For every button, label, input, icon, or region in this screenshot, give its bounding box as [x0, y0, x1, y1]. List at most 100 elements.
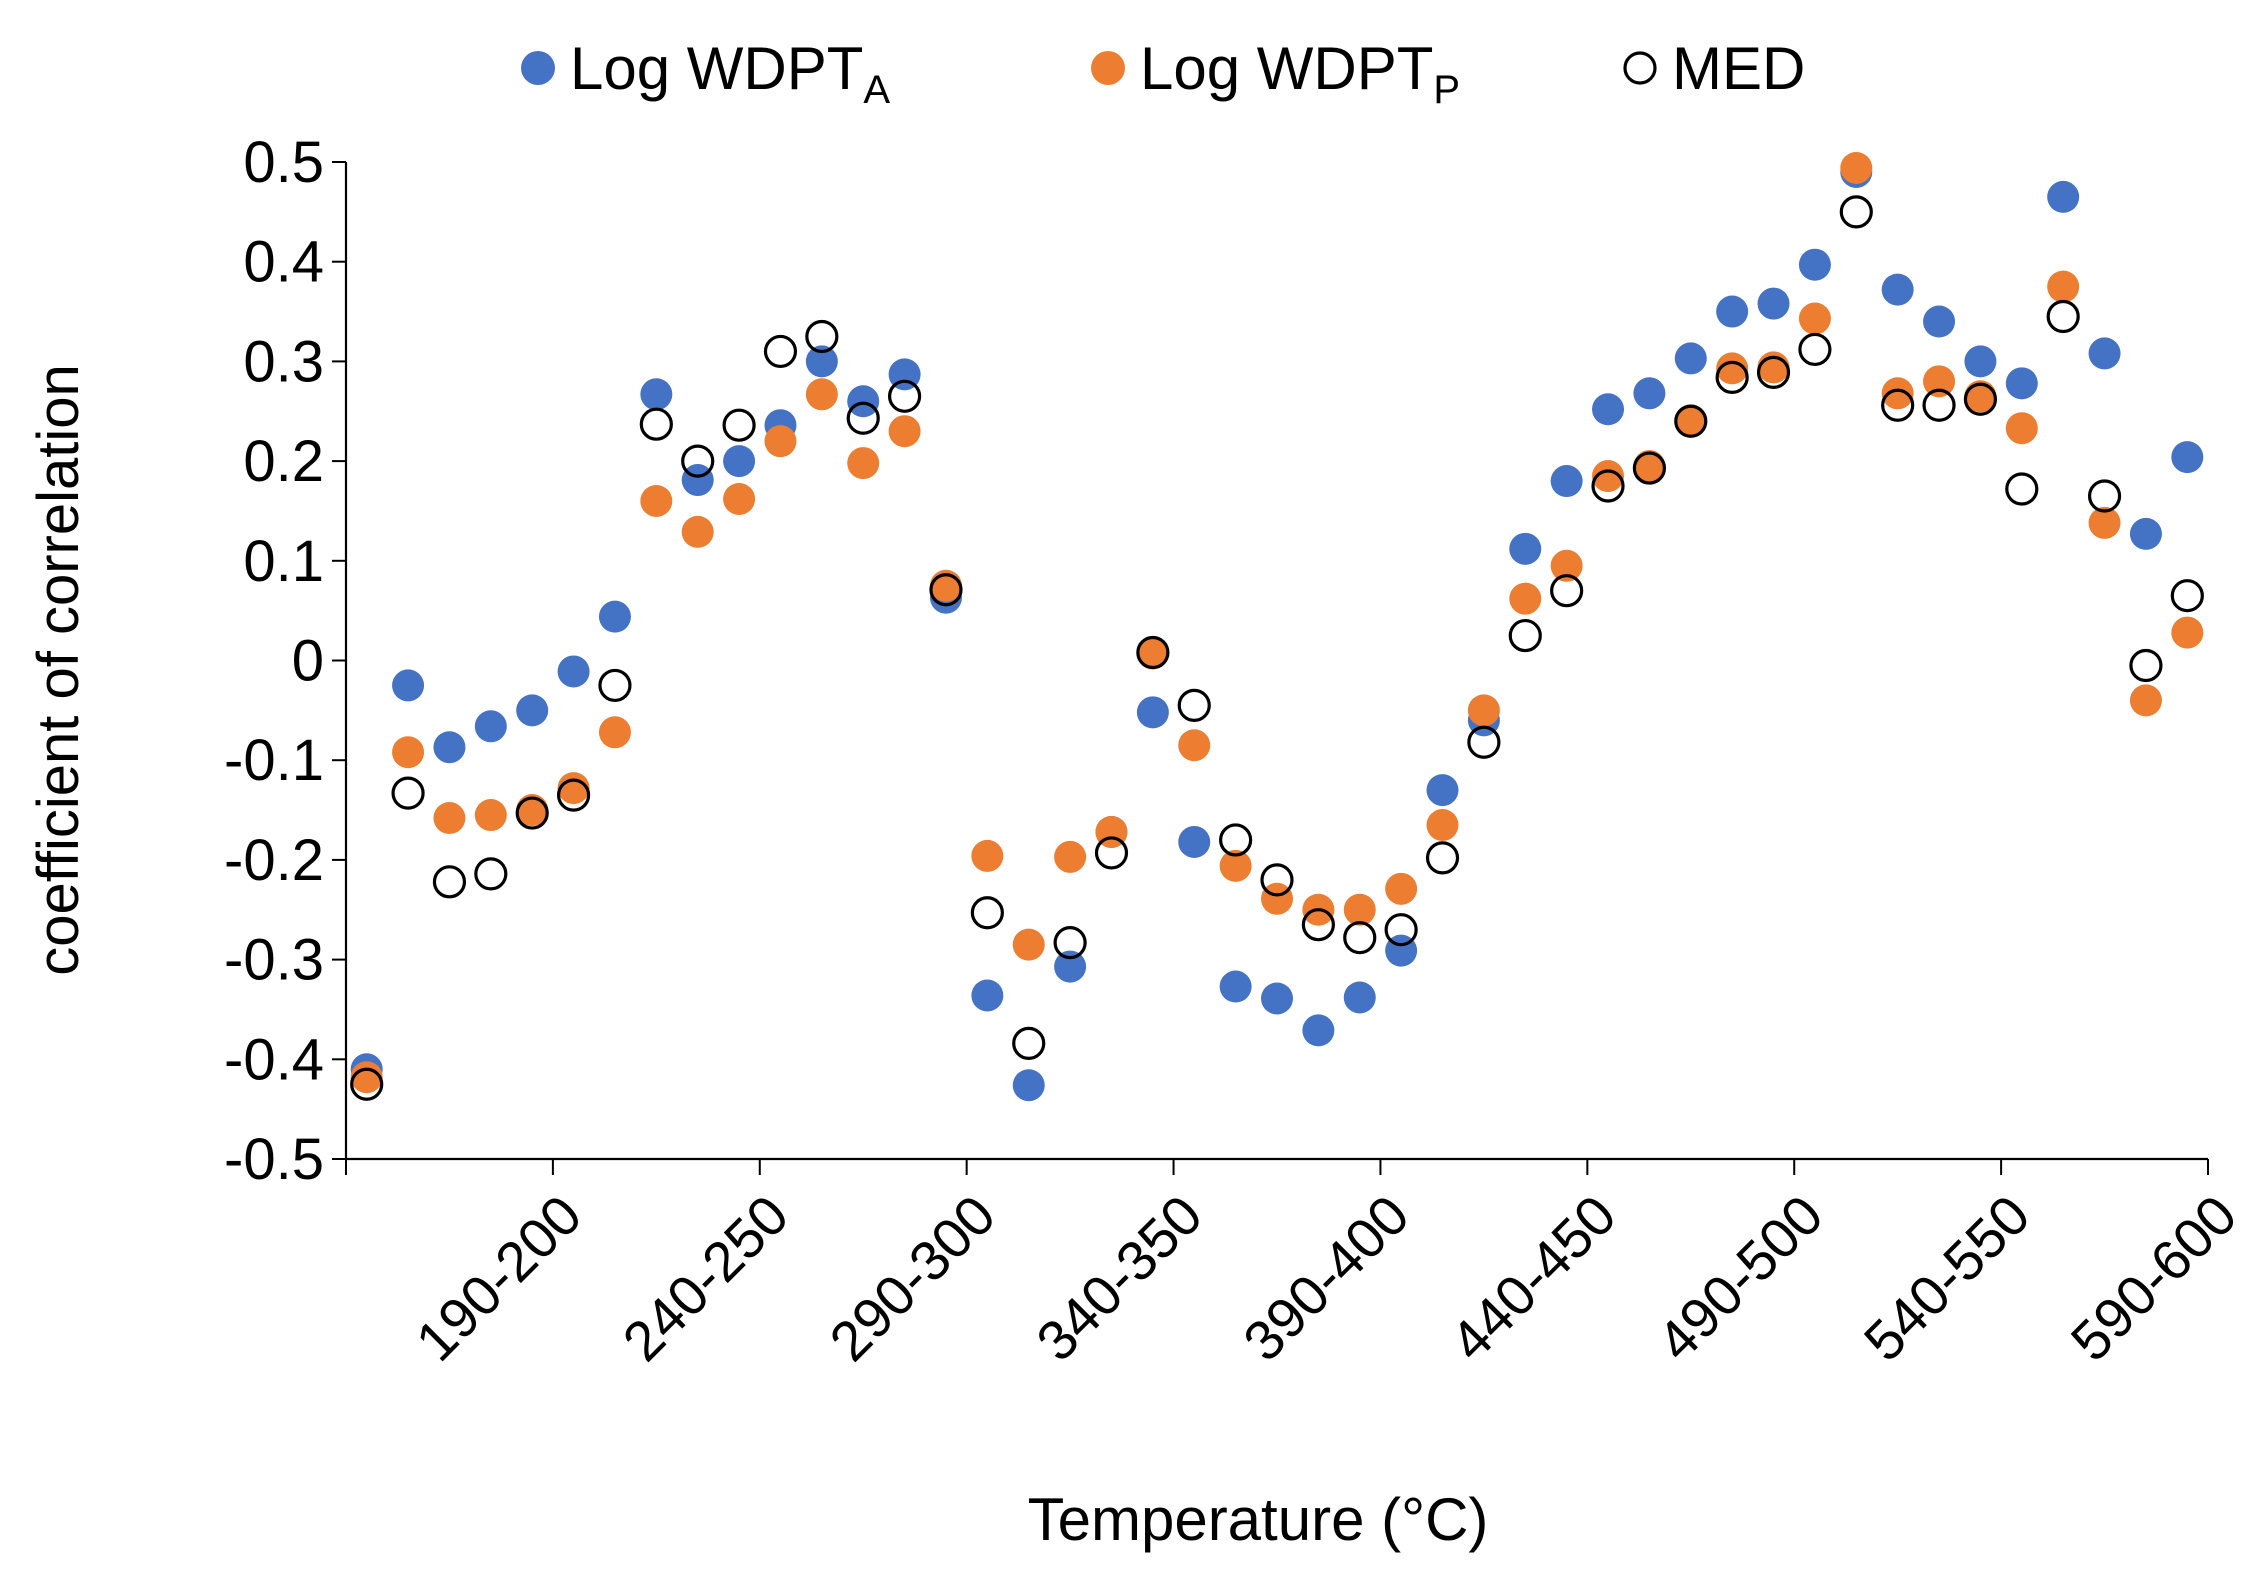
x-tick-label: 240-250 — [610, 1183, 800, 1373]
data-point — [1550, 574, 1584, 608]
data-point — [847, 447, 880, 480]
data-point — [433, 731, 466, 764]
data-point — [2047, 270, 2080, 303]
data-point — [2170, 579, 2204, 613]
x-tick-labels: 190-200 240-250 290-300 340-350 390-400 440-4… — [345, 1159, 2249, 1373]
data-point — [392, 669, 425, 702]
y-tick-label: 0.2 — [243, 429, 324, 494]
data-point — [1136, 696, 1169, 729]
data-point — [763, 334, 798, 369]
x-tick-label: 340-350 — [1024, 1183, 1214, 1373]
data-point — [1054, 840, 1087, 873]
data-point — [640, 378, 673, 411]
data-point — [1343, 921, 1377, 955]
data-point — [1219, 970, 1252, 1003]
data-point — [2088, 337, 2121, 370]
x-tick-label: 190-200 — [404, 1183, 594, 1373]
data-point — [888, 415, 921, 448]
y-axis-label: coefficient of correlation — [26, 364, 91, 976]
data-point — [1715, 360, 1749, 394]
data-point — [1385, 872, 1418, 905]
x-tick-label: 440-450 — [1438, 1183, 1628, 1373]
data-point — [1633, 450, 1666, 483]
data-point — [350, 1061, 383, 1094]
data-point — [846, 401, 880, 435]
x-tick-label: 290-300 — [817, 1183, 1007, 1373]
data-point — [1592, 460, 1625, 493]
data-point — [598, 716, 631, 749]
data-point — [1012, 1069, 1045, 1102]
data-point — [2046, 299, 2080, 334]
data-point — [2047, 180, 2080, 213]
data-point — [1178, 825, 1211, 858]
legend-marker — [521, 51, 555, 85]
data-point — [1674, 342, 1707, 375]
legend-label: MED — [1672, 35, 1805, 102]
data-point — [1674, 404, 1708, 438]
legend-marker — [1091, 51, 1125, 85]
data-point — [805, 345, 838, 378]
legend: Log WDPTA Log WDPTP MED — [521, 35, 1805, 112]
data-point — [1509, 532, 1542, 565]
data-point — [1219, 849, 1252, 882]
data-series — [350, 151, 2204, 1102]
data-point — [970, 896, 1004, 930]
data-point — [1467, 694, 1500, 727]
x-tick-label: 390-400 — [1231, 1183, 1421, 1373]
data-point — [1301, 908, 1335, 942]
x-tick-label: 540-550 — [1852, 1183, 2042, 1373]
data-point — [2129, 648, 2163, 683]
data-point — [2087, 479, 2122, 513]
data-point — [1384, 913, 1418, 947]
legend-marker — [1623, 51, 1657, 85]
data-point — [1467, 725, 1501, 759]
legend-label-subscript: P — [1433, 68, 1460, 112]
x-tick-label: 590-600 — [2059, 1183, 2249, 1373]
data-point — [805, 378, 838, 411]
data-point — [723, 445, 756, 478]
data-point — [1922, 388, 1956, 422]
data-point — [1964, 345, 1997, 378]
data-point — [1261, 982, 1293, 1015]
data-point — [1592, 393, 1625, 426]
data-point — [1509, 582, 1542, 615]
y-tick-label: 0.5 — [243, 130, 324, 195]
data-point — [1012, 1026, 1046, 1060]
data-point — [723, 482, 756, 515]
data-point — [392, 736, 425, 769]
data-point — [474, 710, 507, 743]
data-point — [598, 600, 631, 633]
data-point — [2005, 472, 2039, 506]
data-point — [1343, 981, 1376, 1014]
data-point — [1798, 248, 1831, 281]
data-point — [722, 408, 756, 442]
data-point — [1963, 382, 1998, 416]
y-tick-labels: 0.5 0.4 0.3 0.2 0.1 0 -0.1 -0.2 -0.3 -0.4 -0.5 — [224, 130, 346, 1192]
data-point — [1094, 836, 1129, 870]
x-tick-label: 490-500 — [1645, 1183, 1835, 1373]
data-point — [1632, 451, 1667, 485]
data-point — [764, 425, 797, 458]
data-point — [1508, 618, 1542, 653]
data-point — [929, 573, 963, 607]
data-point — [1550, 465, 1583, 498]
legend-label: Log WDPTA — [570, 35, 890, 112]
data-point — [1839, 195, 1873, 229]
y-tick-label: -0.4 — [224, 1027, 324, 1092]
y-tick-label: 0.3 — [243, 329, 324, 394]
data-point — [2005, 367, 2038, 400]
data-point — [1674, 404, 1707, 437]
y-tick-label: 0 — [292, 629, 324, 694]
data-point — [433, 802, 466, 835]
data-point — [2129, 684, 2162, 717]
data-point — [474, 799, 507, 832]
data-point — [1923, 305, 1956, 338]
data-point — [1012, 928, 1045, 961]
data-point — [1881, 273, 1914, 306]
series-1 — [350, 155, 2204, 1102]
data-point — [1716, 295, 1749, 328]
data-point — [1840, 151, 1873, 184]
data-point — [640, 484, 673, 517]
